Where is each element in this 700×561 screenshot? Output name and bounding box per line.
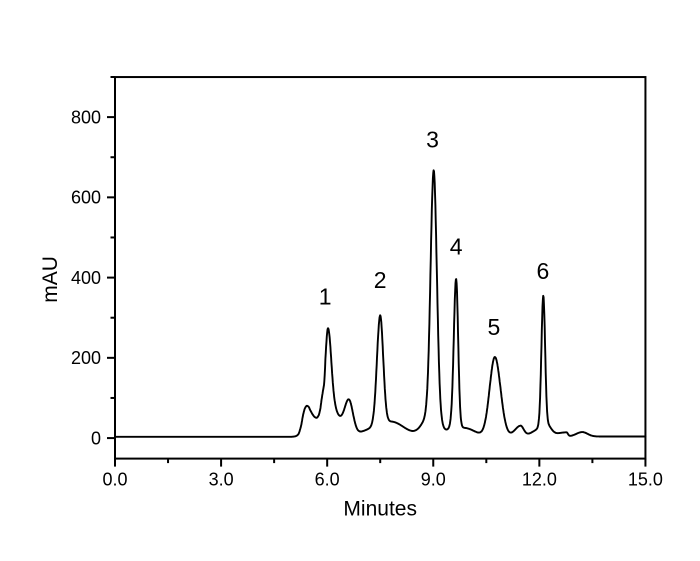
svg-text:400: 400 bbox=[71, 268, 101, 288]
svg-text:12.0: 12.0 bbox=[522, 470, 557, 490]
svg-text:Minutes: Minutes bbox=[343, 498, 417, 521]
svg-text:3.0: 3.0 bbox=[209, 470, 234, 490]
svg-text:4: 4 bbox=[450, 234, 463, 260]
svg-text:600: 600 bbox=[71, 188, 101, 208]
svg-text:0.0: 0.0 bbox=[102, 470, 127, 490]
svg-text:mAU: mAU bbox=[39, 256, 62, 303]
svg-text:9.0: 9.0 bbox=[421, 470, 446, 490]
svg-text:6: 6 bbox=[537, 258, 550, 284]
svg-text:0: 0 bbox=[91, 428, 101, 448]
svg-text:15.0: 15.0 bbox=[628, 470, 663, 490]
svg-text:1: 1 bbox=[319, 284, 332, 310]
svg-text:6.0: 6.0 bbox=[315, 470, 340, 490]
svg-text:200: 200 bbox=[71, 348, 101, 368]
svg-text:3: 3 bbox=[426, 126, 439, 152]
svg-text:5: 5 bbox=[488, 314, 501, 340]
svg-text:2: 2 bbox=[374, 267, 387, 293]
svg-text:800: 800 bbox=[71, 107, 101, 127]
